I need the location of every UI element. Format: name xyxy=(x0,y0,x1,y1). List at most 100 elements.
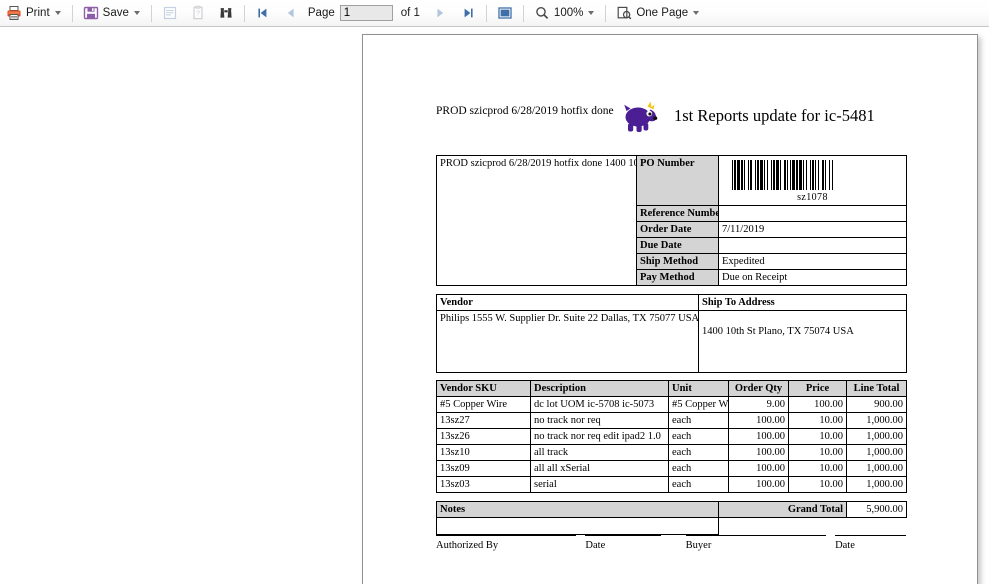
vendor-heading-row: Vendor Ship To Address xyxy=(436,294,907,311)
signature-section: Authorized By Date Buyer Date xyxy=(436,533,906,551)
page-fit-icon xyxy=(616,5,632,21)
signature-label-date-1: Date xyxy=(585,540,606,551)
toolbar-separator-2 xyxy=(150,4,152,22)
item-unit: each xyxy=(668,476,729,493)
page-word-label: Page xyxy=(307,7,335,19)
page-number-input[interactable] xyxy=(339,5,393,21)
svg-text:?: ? xyxy=(196,11,200,18)
logo-container xyxy=(614,97,666,137)
item-qty: 100.00 xyxy=(728,460,789,477)
barcode-value: sz1078 xyxy=(797,192,828,203)
save-label: Save xyxy=(102,7,129,19)
table-row: 13sz10 all track each 100.00 10.00 1,000.00 xyxy=(436,444,907,461)
line-items-table: Vendor SKU Description Unit Order Qty Pr… xyxy=(436,380,907,493)
page-layout-button[interactable] xyxy=(492,2,518,25)
table-row: 13sz27 no track nor req each 100.00 10.00 1,0… xyxy=(436,412,907,429)
purchase-order-document: PROD szicprod 6/28/2019 hotfix done xyxy=(436,97,907,535)
item-price: 10.00 xyxy=(788,476,847,493)
info-row-pay-method: Pay Method Due on Receipt xyxy=(437,269,907,286)
item-qty: 100.00 xyxy=(728,444,789,461)
next-page-button[interactable] xyxy=(427,2,453,25)
toolbar-separator-1 xyxy=(71,4,73,22)
item-line-total: 1,000.00 xyxy=(846,460,907,477)
company-address: PROD szicprod 6/28/2019 hotfix done 1400… xyxy=(436,155,637,286)
item-description: all all xSerial xyxy=(530,460,669,477)
report-viewport[interactable]: PROD szicprod 6/28/2019 hotfix done xyxy=(0,28,989,584)
value-reference-number xyxy=(718,205,907,222)
zoom-button[interactable]: 100% xyxy=(529,2,600,25)
report-viewer-toolbar: Print Save xyxy=(0,0,989,27)
toolbar-separator-3 xyxy=(243,4,245,22)
page-mode-dropdown-caret[interactable] xyxy=(693,11,700,15)
previous-page-icon xyxy=(283,5,299,21)
save-dropdown-caret[interactable] xyxy=(133,11,140,15)
item-qty: 100.00 xyxy=(728,428,789,445)
info-row-reference-number: Reference Number xyxy=(437,205,907,222)
label-pay-method: Pay Method xyxy=(636,269,719,286)
item-sku: 13sz10 xyxy=(436,444,531,461)
label-reference-number: Reference Number xyxy=(636,205,719,222)
print-label: Print xyxy=(26,7,50,19)
purple-rhino-logo xyxy=(621,99,659,137)
item-description: dc lot UOM ic-5708 ic-5073 xyxy=(530,396,669,413)
zoom-dropdown-caret[interactable] xyxy=(588,11,595,15)
item-sku: 13sz27 xyxy=(436,412,531,429)
grand-total-value: 5,900.00 xyxy=(846,501,907,518)
column-price: Price xyxy=(788,380,847,397)
report-page: PROD szicprod 6/28/2019 hotfix done xyxy=(362,34,978,584)
shipto-heading: Ship To Address xyxy=(698,294,907,311)
table-row: #5 Copper Wire dc lot UOM ic-5708 ic-5073… xyxy=(436,396,907,413)
po-info-table: PROD szicprod 6/28/2019 hotfix done 1400… xyxy=(436,155,907,286)
notes-total-table: Notes Grand Total 5,900.00 xyxy=(436,501,907,535)
vendor-shipto-table: Vendor Ship To Address Philips 1555 W. S… xyxy=(436,294,907,373)
last-page-button[interactable] xyxy=(455,2,481,25)
signature-label-date-2: Date xyxy=(835,540,855,551)
po-barcode-cell: sz1078 xyxy=(718,155,907,206)
item-sku: 13sz09 xyxy=(436,460,531,477)
column-description: Description xyxy=(530,380,669,397)
grand-total-label: Grand Total xyxy=(718,501,847,518)
item-sku: 13sz26 xyxy=(436,428,531,445)
signature-label-authorized-by: Authorized By xyxy=(436,540,499,551)
notes-body-row xyxy=(436,517,907,535)
signature-buyer: Buyer xyxy=(685,533,826,551)
vendor-heading: Vendor xyxy=(436,294,699,311)
item-description: all track xyxy=(530,444,669,461)
item-sku: #5 Copper Wire xyxy=(436,396,531,413)
document-header: PROD szicprod 6/28/2019 hotfix done xyxy=(436,97,906,151)
label-po-number: PO Number xyxy=(636,155,719,206)
page-mode-button[interactable]: One Page xyxy=(611,2,705,25)
value-order-date: 7/11/2019 xyxy=(718,221,907,238)
notes-spacer-1 xyxy=(719,518,847,535)
item-unit: each xyxy=(668,460,729,477)
label-due-date: Due Date xyxy=(636,237,719,254)
next-page-icon xyxy=(432,5,448,21)
vendor-address: Philips 1555 W. Supplier Dr. Suite 22 Da… xyxy=(436,310,699,373)
item-line-total: 1,000.00 xyxy=(846,444,907,461)
first-page-button[interactable] xyxy=(250,2,276,25)
item-price: 100.00 xyxy=(788,396,847,413)
line-items-body: #5 Copper Wire dc lot UOM ic-5708 ic-5073… xyxy=(436,396,907,493)
refresh-icon: ? xyxy=(190,5,206,21)
item-description: no track nor req edit ipad2 1.0 xyxy=(530,428,669,445)
print-dropdown-caret[interactable] xyxy=(54,11,61,15)
find-button[interactable] xyxy=(213,2,239,25)
page-layout-icon xyxy=(497,5,513,21)
signature-line-3 xyxy=(685,535,826,539)
toolbar-separator-4 xyxy=(485,4,487,22)
export-icon xyxy=(162,5,178,21)
printer-icon xyxy=(6,5,22,21)
info-row-po-number: PROD szicprod 6/28/2019 hotfix done 1400… xyxy=(436,155,907,286)
item-unit: each xyxy=(668,428,729,445)
item-qty: 100.00 xyxy=(728,476,789,493)
item-price: 10.00 xyxy=(788,444,847,461)
column-unit: Unit xyxy=(668,380,729,397)
save-button[interactable]: Save xyxy=(78,2,146,25)
previous-page-button[interactable] xyxy=(278,2,304,25)
signature-line-2 xyxy=(585,535,662,539)
print-button[interactable]: Print xyxy=(1,2,67,25)
line-items-header-row: Vendor SKU Description Unit Order Qty Pr… xyxy=(436,380,907,397)
export-button xyxy=(157,2,183,25)
document-title: 1st Reports update for ic-5481 xyxy=(674,106,875,125)
signature-line-4 xyxy=(835,535,906,539)
